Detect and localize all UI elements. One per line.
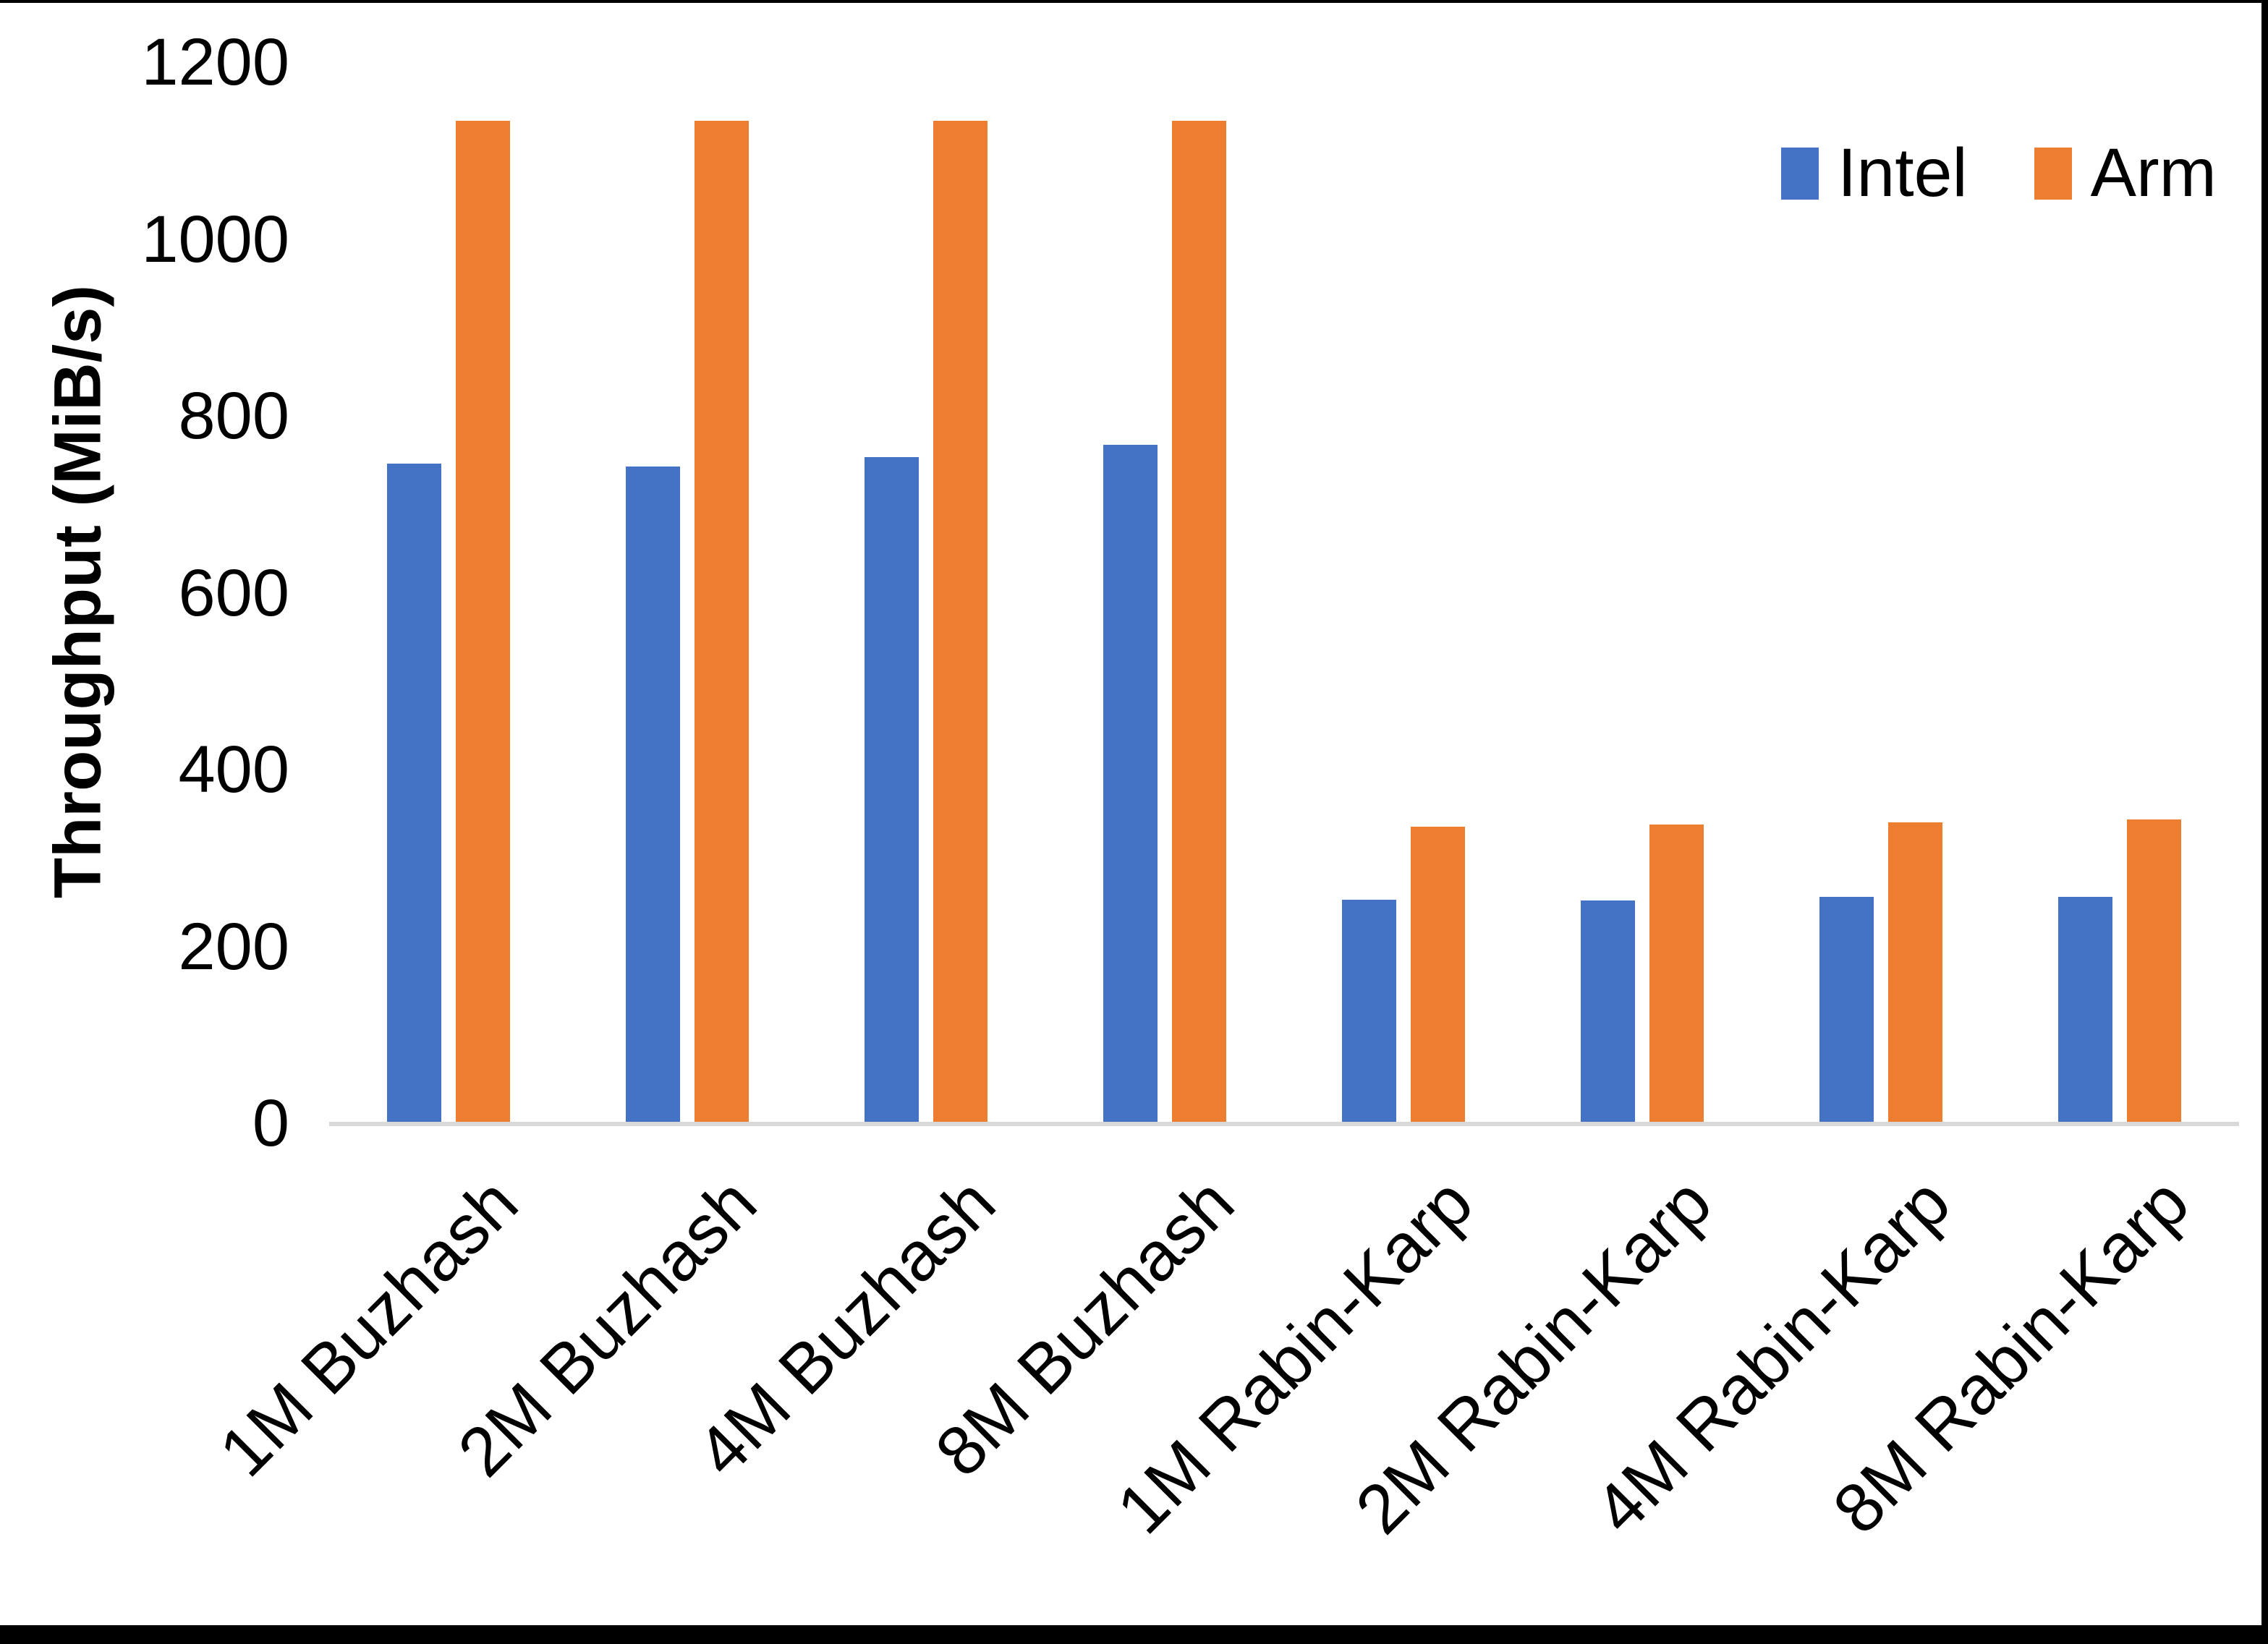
legend-swatch-icon <box>1781 147 1819 200</box>
legend-label: Intel <box>1838 135 1968 211</box>
bar-arm-1 <box>456 121 510 1122</box>
frame-border-top <box>0 0 2268 3</box>
bar-intel-6 <box>1581 900 1635 1122</box>
legend-item-arm: Arm <box>2034 139 2217 208</box>
plot-area <box>329 62 2239 1126</box>
bar-intel-7 <box>1819 897 1874 1122</box>
frame-border-right <box>2261 0 2268 1644</box>
y-tick-label: 200 <box>178 909 290 984</box>
x-axis-line <box>329 1122 2239 1126</box>
bar-intel-8 <box>2058 897 2112 1122</box>
y-tick-label: 1000 <box>141 202 289 276</box>
bar-intel-4 <box>1103 445 1158 1122</box>
bar-arm-8 <box>2127 819 2181 1122</box>
legend: Intel Arm <box>1781 139 2217 208</box>
bar-arm-6 <box>1649 825 1704 1122</box>
legend-swatch-icon <box>2034 147 2072 200</box>
y-tick-label: 1200 <box>141 25 289 99</box>
bar-arm-2 <box>695 121 749 1122</box>
bar-intel-2 <box>626 467 680 1122</box>
bar-arm-3 <box>933 121 988 1122</box>
y-tick-label: 800 <box>178 379 290 453</box>
bar-arm-5 <box>1411 827 1465 1122</box>
bar-arm-4 <box>1172 121 1226 1122</box>
bar-arm-7 <box>1888 822 1942 1122</box>
bar-intel-1 <box>387 464 441 1122</box>
bar-intel-5 <box>1342 900 1396 1122</box>
bar-intel-3 <box>865 457 919 1122</box>
y-tick-label: 0 <box>252 1086 289 1160</box>
frame-border-bottom <box>0 1625 2268 1644</box>
y-tick-label: 400 <box>178 733 290 806</box>
y-tick-label: 600 <box>178 555 290 630</box>
legend-item-intel: Intel <box>1781 139 1968 208</box>
legend-label: Arm <box>2090 135 2217 211</box>
